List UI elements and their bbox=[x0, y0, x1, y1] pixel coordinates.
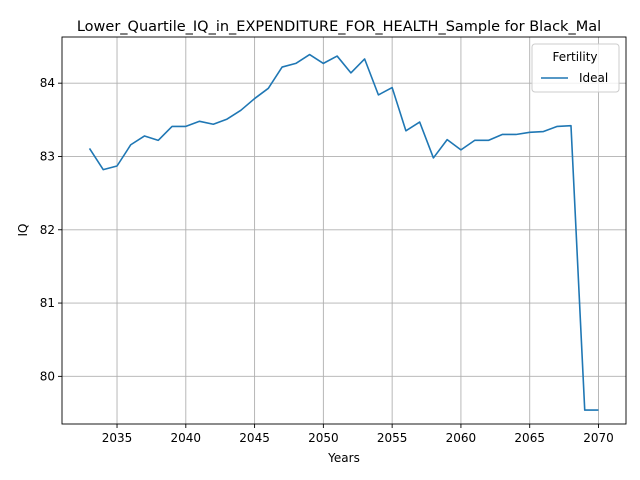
y-tick-label: 80 bbox=[40, 369, 55, 383]
y-axis-label: IQ bbox=[16, 224, 30, 237]
x-tick-label: 2065 bbox=[514, 431, 545, 445]
y-tick-label: 81 bbox=[40, 296, 55, 310]
chart-title: Lower_Quartile_IQ_in_EXPENDITURE_FOR_HEA… bbox=[77, 19, 601, 35]
x-axis: 2035 2040 2045 2050 2055 2060 2065 2070 bbox=[102, 424, 614, 445]
plot-area bbox=[88, 53, 599, 411]
legend: Fertility Ideal bbox=[531, 43, 620, 93]
y-tick-label: 84 bbox=[40, 76, 55, 90]
x-tick-label: 2060 bbox=[446, 431, 477, 445]
x-tick-label: 2050 bbox=[308, 431, 339, 445]
x-axis-label: Years bbox=[327, 451, 360, 465]
x-tick-label: 2070 bbox=[583, 431, 614, 445]
x-tick-label: 2045 bbox=[239, 431, 270, 445]
legend-box bbox=[531, 43, 620, 93]
legend-label: Ideal bbox=[579, 71, 608, 85]
grid bbox=[62, 37, 626, 424]
x-tick-label: 2035 bbox=[102, 431, 133, 445]
x-tick-label: 2040 bbox=[171, 431, 202, 445]
y-tick-label: 82 bbox=[40, 223, 55, 237]
y-tick-label: 83 bbox=[40, 149, 55, 163]
x-tick-label: 2055 bbox=[377, 431, 408, 445]
series-line-ideal bbox=[88, 53, 599, 411]
plot-frame bbox=[61, 36, 627, 425]
legend-title: Fertility bbox=[552, 50, 597, 64]
y-axis: 80 81 82 83 84 bbox=[40, 76, 62, 383]
